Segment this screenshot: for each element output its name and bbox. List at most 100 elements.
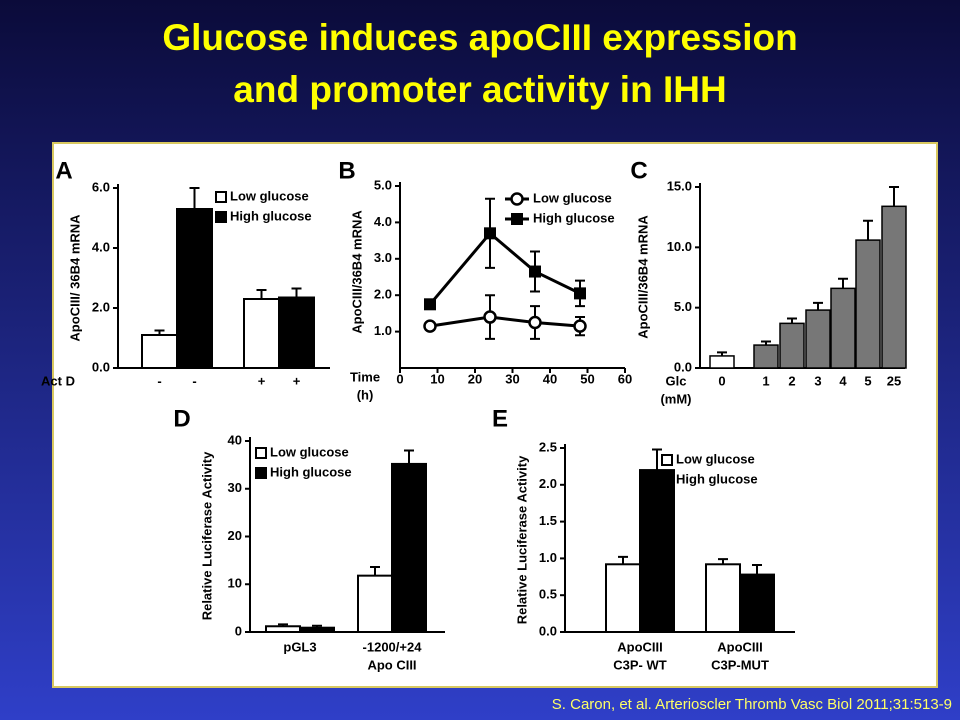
y-tick-label: 4.0 bbox=[92, 239, 110, 254]
marker bbox=[574, 287, 586, 300]
y-axis-label: ApoCIII/36B4 mRNA bbox=[349, 210, 364, 334]
panel-letter: D bbox=[173, 405, 190, 432]
y-axis-label: ApoCIII/ 36B4 mRNA bbox=[67, 214, 82, 342]
y-tick-label: 10 bbox=[228, 576, 242, 591]
legend-swatch bbox=[255, 447, 267, 459]
y-axis-label: ApoCIII/36B4 mRNA bbox=[635, 215, 650, 339]
bar bbox=[779, 322, 805, 369]
bar bbox=[243, 298, 280, 369]
x-tick-label: + bbox=[293, 373, 301, 388]
x-tick-label: 1 bbox=[762, 373, 769, 388]
x-tick-label: ApoCIII bbox=[617, 639, 663, 654]
x-tick-label: pGL3 bbox=[283, 639, 316, 654]
x-tick-label: + bbox=[258, 373, 266, 388]
x-axis-label: Act D bbox=[41, 373, 75, 388]
y-tick-label: 2.0 bbox=[92, 299, 110, 314]
marker bbox=[573, 319, 587, 333]
x-axis-label: Time bbox=[350, 369, 380, 384]
x-tick-label: - bbox=[192, 373, 196, 388]
citation: S. Caron, et al. Arterioscler Thromb Vas… bbox=[552, 696, 952, 713]
x-tick-label: 50 bbox=[580, 371, 594, 386]
x-tick-label: 5 bbox=[864, 373, 871, 388]
marker bbox=[424, 298, 436, 311]
legend-label: Low glucose bbox=[270, 444, 349, 459]
y-tick-label: 0.0 bbox=[92, 359, 110, 374]
x-tick-label: ApoCIII bbox=[717, 639, 763, 654]
error-bar bbox=[256, 289, 267, 299]
bar bbox=[141, 334, 178, 369]
y-tick-label: 15.0 bbox=[667, 178, 692, 193]
bar bbox=[605, 563, 641, 634]
bar bbox=[299, 626, 335, 634]
x-tick-label: 10 bbox=[430, 371, 444, 386]
bar bbox=[265, 625, 301, 634]
y-tick-label: 0.0 bbox=[674, 359, 692, 374]
bar bbox=[739, 573, 775, 633]
error-bar bbox=[291, 287, 302, 298]
x-tick-label: 0 bbox=[396, 371, 403, 386]
y-tick-label: 4.0 bbox=[374, 214, 392, 229]
x-axis-label: (mM) bbox=[660, 391, 691, 406]
y-tick-label: 0 bbox=[235, 623, 242, 638]
error-bar bbox=[404, 449, 414, 464]
error-bar bbox=[752, 564, 762, 575]
y-tick-label: 6.0 bbox=[92, 179, 110, 194]
y-tick-label: 5.0 bbox=[674, 299, 692, 314]
legend-swatch bbox=[661, 474, 673, 486]
x-tick-label: Apo CIII bbox=[367, 657, 416, 672]
y-tick-label: 2.0 bbox=[539, 476, 557, 491]
x-tick-label: 30 bbox=[505, 371, 519, 386]
y-tick-label: 20 bbox=[228, 528, 242, 543]
bar bbox=[357, 574, 393, 634]
marker bbox=[484, 227, 496, 240]
legend-label: Low glucose bbox=[533, 190, 612, 205]
x-tick-label: 25 bbox=[887, 373, 901, 388]
y-tick-label: 1.5 bbox=[539, 513, 557, 528]
y-tick-label: 1.0 bbox=[374, 323, 392, 338]
y-axis-label: Relative Luciferase Activity bbox=[514, 455, 529, 624]
error-bar bbox=[838, 277, 848, 289]
y-tick-label: 0.5 bbox=[539, 587, 557, 602]
y-axis-label: Relative Luciferase Activity bbox=[199, 451, 214, 620]
error-bar bbox=[787, 317, 797, 324]
y-tick-label: 30 bbox=[228, 480, 242, 495]
line bbox=[428, 231, 581, 306]
bar bbox=[855, 239, 881, 369]
slide-title: Glucose induces apoCIII expression bbox=[162, 17, 797, 58]
y-tick-label: 10.0 bbox=[667, 239, 692, 254]
y-tick-label: 40 bbox=[228, 432, 242, 447]
x-tick-label: 20 bbox=[468, 371, 482, 386]
panel-letter: A bbox=[55, 157, 72, 184]
marker bbox=[483, 310, 497, 324]
x-tick-label: 60 bbox=[618, 371, 632, 386]
x-tick-label: C3P- WT bbox=[613, 657, 667, 672]
x-tick-label: -1200/+24 bbox=[363, 639, 423, 654]
panel-letter: E bbox=[492, 405, 508, 432]
error-bar bbox=[813, 301, 823, 311]
error-bar bbox=[370, 566, 380, 576]
slide-title: and promoter activity in IHH bbox=[233, 69, 726, 110]
x-tick-label: 0 bbox=[718, 373, 725, 388]
x-axis-label: (h) bbox=[357, 387, 374, 402]
x-axis-label: Glc bbox=[666, 373, 687, 388]
legend-label: High glucose bbox=[533, 210, 615, 225]
bar bbox=[753, 344, 779, 369]
y-tick-label: 2.5 bbox=[539, 439, 557, 454]
y-tick-label: 3.0 bbox=[374, 250, 392, 265]
bar bbox=[176, 208, 213, 369]
bar bbox=[805, 309, 831, 369]
x-tick-label: C3P-MUT bbox=[711, 657, 769, 672]
error-bar bbox=[889, 186, 899, 207]
x-tick-label: - bbox=[157, 373, 161, 388]
panel-letter: C bbox=[630, 157, 647, 184]
y-tick-label: 1.0 bbox=[539, 550, 557, 565]
legend-marker bbox=[510, 192, 524, 206]
bar bbox=[639, 469, 675, 633]
bar bbox=[705, 563, 741, 634]
x-tick-label: 40 bbox=[543, 371, 557, 386]
bar bbox=[881, 205, 907, 369]
bar bbox=[830, 287, 856, 369]
bar bbox=[278, 296, 315, 369]
legend-label: Low glucose bbox=[230, 188, 309, 203]
